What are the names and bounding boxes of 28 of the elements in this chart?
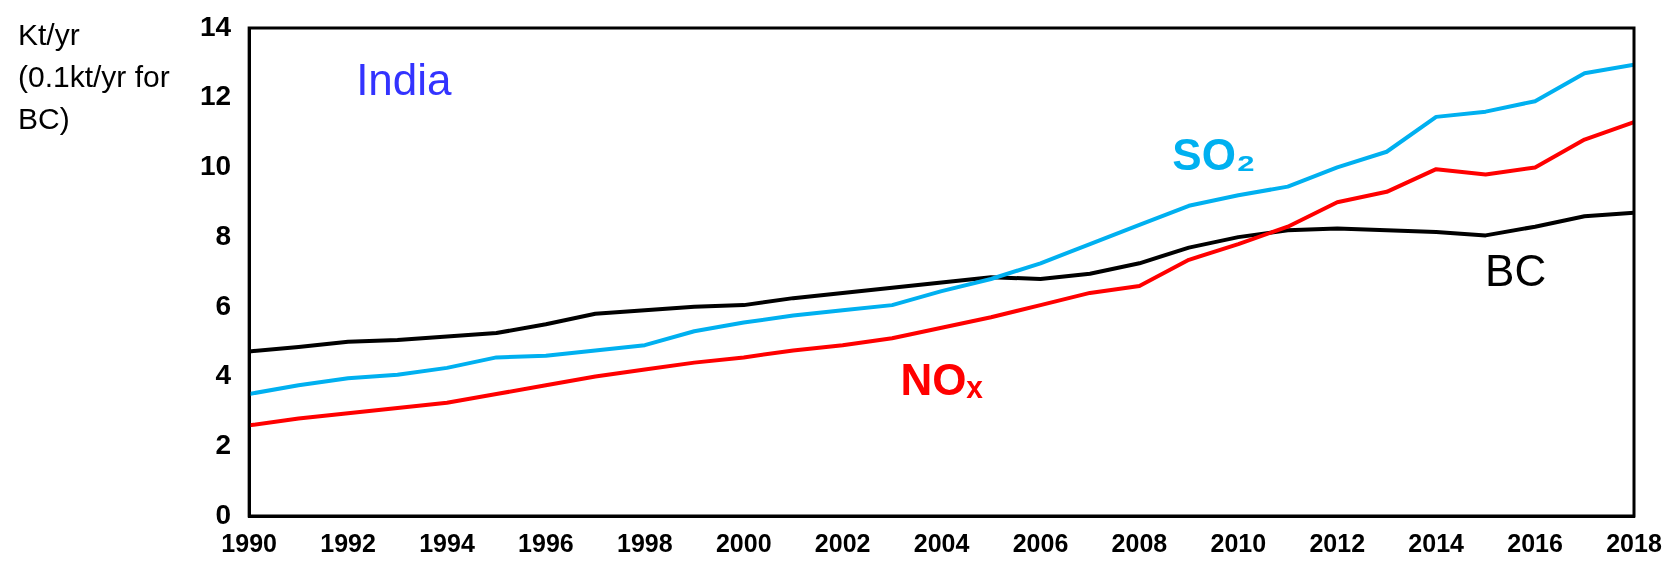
x-tick-label: 1998 bbox=[617, 528, 673, 557]
y-tick-label: 6 bbox=[215, 289, 232, 321]
y-tick-label: 4 bbox=[215, 359, 232, 391]
x-tick-label: 1994 bbox=[419, 528, 475, 557]
x-tick-label: 2004 bbox=[913, 528, 970, 557]
y-tick-label: 2 bbox=[215, 429, 232, 460]
x-tick-label: 2014 bbox=[1408, 528, 1465, 557]
series-label: BC bbox=[1485, 245, 1547, 295]
x-tick-label: 1990 bbox=[221, 528, 277, 557]
x-tick-label: 2000 bbox=[715, 528, 772, 557]
x-tick-label: 1992 bbox=[320, 528, 376, 557]
x-tick-label: 2012 bbox=[1309, 528, 1366, 557]
text: India bbox=[356, 55, 453, 105]
x-tick-label: 2006 bbox=[1012, 528, 1069, 557]
y-tick-label: 14 bbox=[199, 10, 232, 42]
x-tick-label: 2002 bbox=[814, 528, 871, 557]
x-tick-label: 2018 bbox=[1606, 528, 1662, 557]
y-tick-label: 10 bbox=[199, 150, 232, 182]
series-label: NOₓ bbox=[900, 354, 984, 404]
x-tick-label: 2016 bbox=[1507, 528, 1563, 557]
y-tick-label: 12 bbox=[199, 80, 232, 112]
y-tick-label: 8 bbox=[215, 219, 232, 251]
series-label: SO₂ bbox=[1172, 129, 1256, 179]
x-tick-label: 1996 bbox=[518, 528, 574, 557]
y-tick-label: 0 bbox=[215, 498, 232, 530]
x-tick-label: 2008 bbox=[1111, 528, 1168, 557]
y-axis-title: Kt/yr (0.1kt/yr for BC) bbox=[18, 17, 171, 137]
x-tick-label: 2010 bbox=[1210, 528, 1267, 557]
